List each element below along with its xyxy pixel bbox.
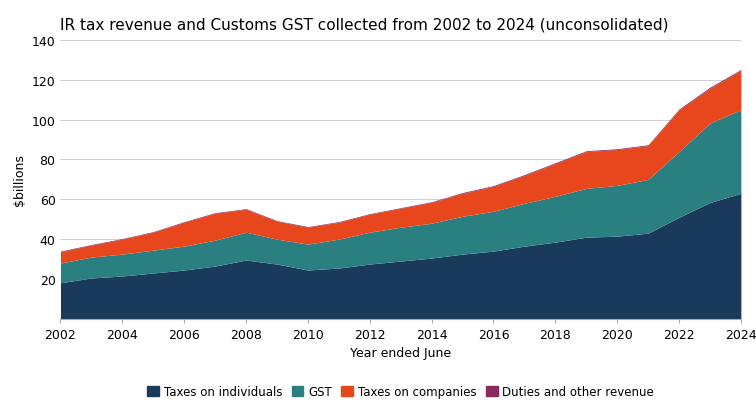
Y-axis label: $billions: $billions [13, 154, 26, 206]
X-axis label: Year ended June: Year ended June [350, 346, 451, 360]
Text: IR tax revenue and Customs GST collected from 2002 to 2024 (unconsolidated): IR tax revenue and Customs GST collected… [60, 18, 669, 33]
Legend: Taxes on individuals, GST, Taxes on companies, Duties and other revenue: Taxes on individuals, GST, Taxes on comp… [142, 380, 659, 403]
